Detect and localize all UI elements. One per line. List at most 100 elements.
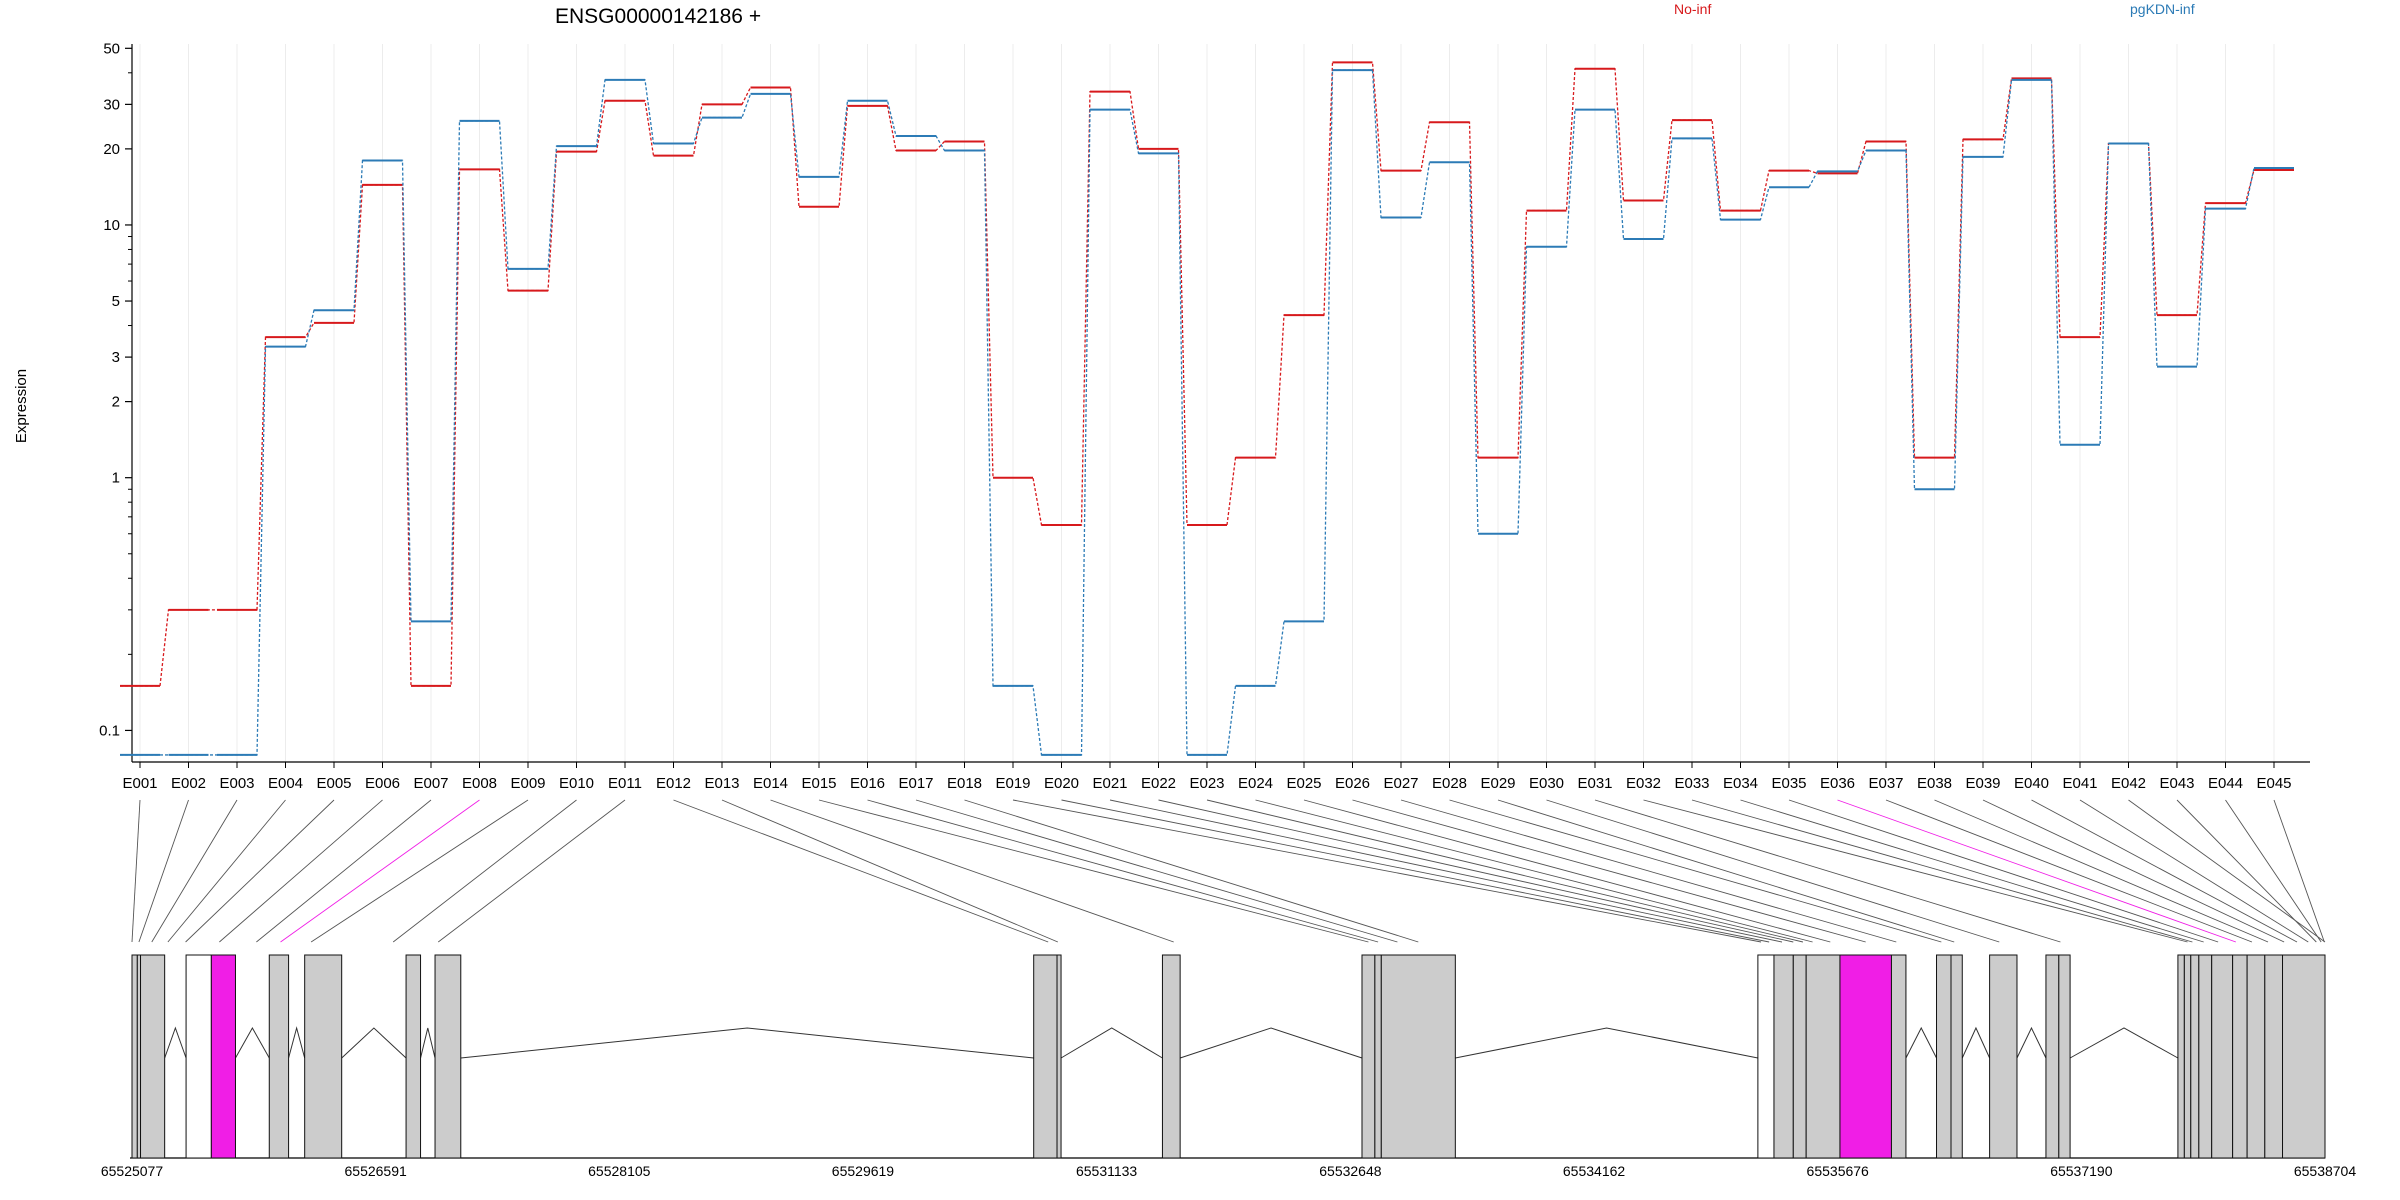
chart-title: ENSG00000142186 +	[555, 5, 761, 28]
exon-connector	[437, 799, 626, 943]
y-tick-label: 5	[112, 293, 120, 310]
exon-block	[1161, 954, 1181, 1159]
exon-label: E011	[608, 775, 642, 792]
exon-connector	[1497, 799, 1955, 943]
exon-block	[185, 954, 212, 1159]
exon-block	[2177, 954, 2185, 1159]
exon-connector	[1012, 799, 1762, 943]
exon-block	[434, 954, 462, 1159]
exon-connector	[1255, 799, 1813, 943]
legend-entry-no-inf: No-inf	[1674, 1, 1711, 17]
exon-label: E029	[1480, 775, 1515, 792]
exon-label: E026	[1335, 775, 1370, 792]
intron-line	[2069, 1027, 2179, 1059]
exon-block	[1989, 954, 2018, 1159]
intron-line	[1905, 1026, 1937, 1059]
exon-label: E035	[1771, 775, 1806, 792]
exon-connector	[2031, 799, 2298, 943]
intron-line	[235, 1026, 270, 1059]
coordinate-label: 65525077	[101, 1163, 164, 1179]
exon-label: E024	[1238, 775, 1273, 792]
exon-label: E028	[1432, 775, 1467, 792]
coordinate-label: 65534162	[1563, 1163, 1626, 1179]
exon-connector	[1109, 799, 1783, 943]
exon-connector	[2273, 799, 2325, 943]
exon-connector	[392, 799, 577, 943]
intron-line	[1179, 1027, 1363, 1059]
exon-connectors	[131, 799, 2326, 943]
exon-block	[1757, 954, 1775, 1159]
exon-label: E043	[2159, 775, 2194, 792]
exon-label: E015	[801, 775, 836, 792]
exon-label: E001	[122, 775, 157, 792]
exon-label: E037	[1868, 775, 1903, 792]
exon-block	[1890, 954, 1907, 1159]
exon-block	[1792, 954, 1807, 1159]
gene-model	[130, 954, 2326, 1159]
coordinate-label: 65538704	[2294, 1163, 2357, 1179]
exon-label: E027	[1383, 775, 1418, 792]
exon-connector	[131, 799, 141, 943]
exon-block	[405, 954, 422, 1159]
exon-block	[210, 954, 236, 1159]
coordinate-label: 65532648	[1319, 1163, 1382, 1179]
exon-label: E034	[1723, 775, 1758, 792]
exon-label: E002	[171, 775, 206, 792]
exon-label: E016	[850, 775, 885, 792]
exon-connector	[1303, 799, 1831, 943]
plot-axes	[131, 44, 2310, 763]
exon-label: E025	[1286, 775, 1321, 792]
intron-line	[1455, 1027, 1758, 1059]
exon-connector	[280, 799, 480, 943]
y-tick-label: 20	[103, 141, 120, 158]
x-tick-labels: E001 E002 E003 E004 E005 E006 E007 E008 E009 E010…	[122, 762, 2292, 792]
exon-label: E023	[1189, 775, 1224, 792]
exon-block	[1361, 954, 1376, 1159]
exon-label: E030	[1529, 775, 1564, 792]
exon-label: E017	[898, 775, 933, 792]
exon-connector	[1885, 799, 2253, 943]
coordinate-label: 65537190	[2050, 1163, 2113, 1179]
exon-label: E040	[2014, 775, 2049, 792]
exon-connector	[138, 799, 189, 943]
exon-label: E010	[559, 775, 594, 792]
exon-block	[2045, 954, 2060, 1159]
exon-block	[1773, 954, 1794, 1159]
exon-connector	[2176, 799, 2317, 943]
exon-label: E039	[1965, 775, 2000, 792]
exon-label: E013	[704, 775, 739, 792]
exon-block	[1056, 954, 1062, 1159]
exon-label: E004	[268, 775, 303, 792]
exon-label: E008	[462, 775, 497, 792]
exon-block	[2264, 954, 2284, 1159]
exon-label: E031	[1577, 775, 1612, 792]
exon-label: E009	[510, 775, 545, 792]
exon-connector	[964, 799, 1419, 943]
exon-connector	[167, 799, 286, 943]
coordinate-label: 65535676	[1807, 1163, 1870, 1179]
exon-block	[131, 954, 138, 1159]
exon-label: E042	[2111, 775, 2146, 792]
exon-connector	[1788, 799, 2219, 943]
exon-label: E003	[219, 775, 254, 792]
exon-block	[1936, 954, 1952, 1159]
exon-block	[1950, 954, 1963, 1159]
exon-connector	[1934, 799, 2269, 943]
exon-block	[2282, 954, 2326, 1159]
exon-connector	[1158, 799, 1794, 943]
intron-line	[2016, 1026, 2047, 1059]
exon-connector	[1691, 799, 2193, 943]
exon-connector	[1837, 799, 2236, 943]
exon-connector	[1740, 799, 2204, 943]
exon-connector	[310, 799, 529, 943]
genomic-coordinates: 65525077 65526591 65528105 65529619 65531133…	[101, 1163, 2357, 1179]
intron-line	[1961, 1026, 1991, 1059]
y-tick-label: 1	[112, 470, 120, 487]
exon-connector	[2128, 799, 2326, 943]
exon-connector	[1982, 799, 2285, 943]
series-no-inf	[120, 61, 2294, 687]
y-tick-label: 10	[103, 217, 120, 234]
legend-entry-pgkdn-inf: pgKDN-inf	[2130, 1, 2195, 17]
exon-block	[140, 954, 166, 1159]
exon-label: E033	[1674, 775, 1709, 792]
